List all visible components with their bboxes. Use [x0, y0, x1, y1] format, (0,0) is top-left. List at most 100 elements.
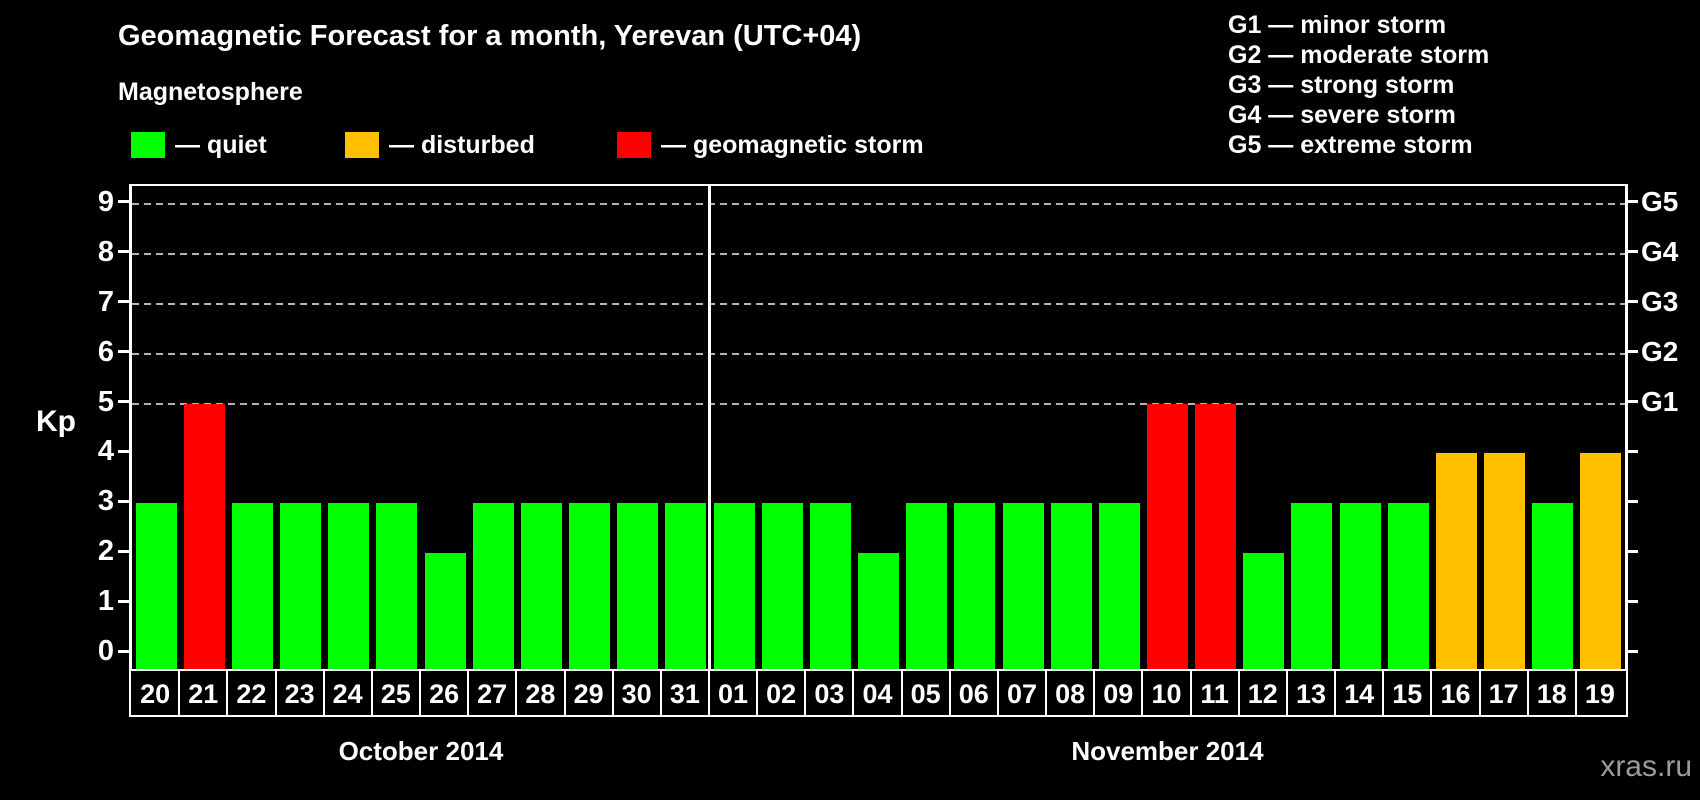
kp-bar-day-11	[1195, 403, 1237, 671]
kp-bar-day-14	[1339, 503, 1381, 671]
day-label: 29	[573, 679, 604, 709]
day-cell-divider	[852, 671, 855, 715]
kp-bar-day-12	[1243, 553, 1285, 671]
day-label: 16	[1440, 679, 1471, 709]
y-tick-left	[118, 649, 130, 653]
day-cell-divider	[563, 671, 566, 715]
day-cell-divider	[1093, 671, 1096, 715]
day-label: 09	[1103, 679, 1134, 709]
day-label: 05	[910, 679, 941, 709]
y-tick-label-left: 0	[97, 635, 114, 667]
g-scale-label: G3	[1641, 285, 1679, 317]
day-cell-divider	[1382, 671, 1385, 715]
kp-bar-day-21	[183, 403, 225, 671]
y-tick-left	[118, 300, 130, 304]
day-label: 12	[1247, 679, 1278, 709]
kp-bar-day-16	[1435, 453, 1477, 671]
kp-bar-day-13	[1291, 503, 1333, 671]
day-label: 06	[958, 679, 989, 709]
kp-bar-day-02	[761, 503, 803, 671]
day-label: 02	[766, 679, 797, 709]
day-label: 07	[1006, 679, 1037, 709]
day-cell-divider	[1478, 671, 1481, 715]
day-cell-divider	[178, 671, 181, 715]
day-label: 23	[284, 679, 315, 709]
x-axis-day-row: 20 21 22 23 24 25 26 27 28 29 30 31 01 02 03 04 05 06 07 08…	[129, 669, 1628, 717]
y-tick-label-left: 2	[97, 535, 114, 568]
month-label: October 2014	[338, 736, 504, 766]
g-scale-label: G5	[1641, 185, 1679, 217]
g-scale-label: G2	[1641, 335, 1679, 367]
kp-bar-day-07	[1002, 503, 1044, 671]
day-cell-divider	[804, 671, 807, 715]
day-label: 03	[814, 679, 845, 709]
day-cell-divider	[1334, 671, 1336, 715]
day-label: 11	[1200, 679, 1229, 709]
y-tick-left	[118, 400, 130, 403]
day-cell-divider	[1045, 671, 1048, 715]
day-label: 20	[140, 679, 171, 709]
kp-bar-day-06	[954, 503, 996, 671]
day-label: 25	[380, 679, 411, 709]
y-tick-label-left: 4	[97, 435, 114, 468]
day-cell-divider	[900, 671, 903, 715]
day-cell-divider	[756, 671, 759, 715]
day-label: 18	[1536, 679, 1567, 709]
kp-bar-day-30	[617, 503, 659, 671]
day-label: 30	[621, 679, 652, 709]
day-label: 15	[1392, 679, 1423, 709]
y-tick-label-left: 9	[97, 185, 114, 218]
day-cell-divider	[659, 671, 662, 715]
day-cell-divider	[274, 671, 277, 715]
month-label: November 2014	[1071, 736, 1264, 766]
kp-bar-day-10	[1146, 403, 1188, 671]
y-tick-left	[118, 250, 130, 254]
y-tick-label-left: 5	[97, 385, 114, 418]
day-cell-divider	[948, 671, 951, 715]
day-cell-divider	[419, 671, 421, 715]
day-label: 19	[1584, 679, 1615, 709]
kp-bar-day-28	[520, 503, 562, 671]
kp-bar-day-17	[1484, 453, 1526, 671]
day-cell-divider	[1189, 671, 1192, 715]
storm-scale-legend-line: G1 — minor storm	[1228, 11, 1447, 39]
legend-label-quiet: — quiet	[175, 131, 267, 159]
day-cell-divider	[1141, 671, 1144, 715]
y-tick-right	[1626, 350, 1638, 354]
y-tick-right	[1626, 549, 1638, 553]
kp-bar-day-09	[1098, 503, 1140, 671]
day-label: 27	[477, 679, 508, 709]
y-tick-left	[118, 350, 130, 354]
g-scale-label: G1	[1641, 385, 1679, 417]
legend-label-disturbed: — disturbed	[389, 131, 535, 159]
y-tick-left	[118, 449, 130, 453]
day-label: 14	[1344, 679, 1375, 709]
kp-bar-day-19	[1580, 453, 1622, 671]
day-cell-divider	[226, 671, 229, 715]
y-tick-right	[1626, 599, 1638, 603]
day-cell-divider	[1526, 671, 1529, 715]
kp-bar-day-15	[1387, 503, 1429, 671]
day-cell-divider	[515, 671, 518, 715]
kp-bar-day-22	[231, 503, 273, 671]
gridline-kp5	[132, 402, 1625, 405]
kp-bar-day-18	[1532, 503, 1574, 671]
storm-scale-legend-line: G4 — severe storm	[1228, 101, 1456, 129]
y-tick-label-left: 1	[97, 585, 114, 618]
kp-bar-day-23	[280, 503, 322, 671]
day-cell-divider	[370, 671, 373, 715]
day-cell-divider	[996, 671, 999, 715]
kp-bar-day-26	[424, 553, 466, 671]
day-label: 22	[236, 679, 267, 709]
kp-bar-day-20	[135, 503, 177, 671]
month-separator-line	[708, 186, 712, 671]
gridline-kp6	[132, 352, 1625, 355]
day-label: 08	[1055, 679, 1086, 709]
day-cell-divider	[1285, 671, 1288, 715]
y-tick-left	[118, 499, 130, 503]
y-tick-right	[1626, 300, 1638, 304]
gridline-kp9	[132, 202, 1625, 205]
legend-label-storm: — geomagnetic storm	[661, 131, 924, 159]
gridline-kp7	[132, 302, 1625, 305]
y-tick-right	[1626, 649, 1638, 653]
